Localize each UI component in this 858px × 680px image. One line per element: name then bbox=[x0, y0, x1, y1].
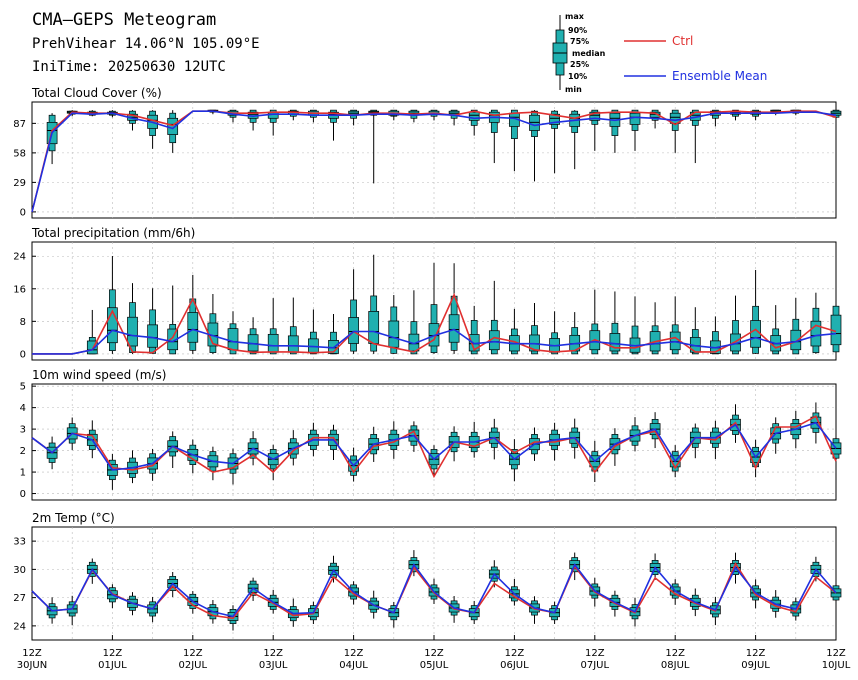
ensemble-mean-series-line bbox=[32, 328, 837, 355]
location-label: PrehVihear 14.06°N 105.09°E bbox=[32, 36, 260, 52]
x-tick-label-hour: 12Z bbox=[263, 648, 283, 659]
box-inner bbox=[127, 316, 138, 347]
box-inner bbox=[750, 320, 761, 348]
panel-title: Total precipitation (mm/6h) bbox=[31, 226, 195, 240]
box-inner bbox=[287, 335, 299, 353]
y-tick-label: 2 bbox=[20, 446, 26, 457]
legend-mean-label: Ensemble Mean bbox=[672, 69, 767, 83]
box-inner bbox=[549, 113, 560, 125]
x-tick-label-date: 01JUL bbox=[98, 660, 127, 671]
box-inner bbox=[629, 112, 641, 125]
legend-label-min: min bbox=[565, 85, 582, 94]
y-tick-label: 30 bbox=[13, 565, 26, 576]
y-tick-label: 27 bbox=[13, 593, 26, 604]
legend-label-p90: 90% bbox=[568, 26, 587, 35]
legend-ctrl-label: Ctrl bbox=[672, 34, 693, 48]
box-inner bbox=[86, 340, 98, 355]
x-tick-label-date: 08JUL bbox=[661, 660, 690, 671]
x-tick-label-hour: 12Z bbox=[183, 648, 203, 659]
ensemble-mean-series-line bbox=[31, 421, 837, 471]
x-tick-label-hour: 12Z bbox=[344, 648, 364, 659]
box-inner bbox=[529, 114, 540, 131]
ctrl-series-line bbox=[31, 110, 837, 213]
legend-label-p75: 75% bbox=[570, 37, 589, 46]
y-tick-label: 5 bbox=[20, 382, 26, 393]
x-tick-label-hour: 12Z bbox=[103, 648, 123, 659]
box-inner bbox=[227, 328, 239, 351]
x-tick-label-date: 07JUL bbox=[581, 660, 610, 671]
box-inner bbox=[589, 111, 601, 121]
y-tick-label: 0 bbox=[20, 207, 26, 218]
box-inner bbox=[267, 333, 279, 353]
legend-label-median: median bbox=[572, 49, 606, 58]
y-tick-label: 29 bbox=[13, 178, 26, 189]
y-tick-label: 3 bbox=[20, 425, 26, 436]
box-inner bbox=[187, 312, 199, 343]
x-tick-label-date: 06JUL bbox=[500, 660, 529, 671]
panel-title: Total Cloud Cover (%) bbox=[31, 86, 162, 100]
box-inner bbox=[810, 320, 822, 347]
box-inner bbox=[669, 112, 681, 124]
x-tick-label-date: 05JUL bbox=[420, 660, 449, 671]
x-tick-label-hour: 12Z bbox=[424, 648, 444, 659]
legend-label-max: max bbox=[565, 12, 585, 21]
panel-1: Total precipitation (mm/6h) 0 8 16 24 bbox=[13, 226, 842, 361]
box-inner bbox=[348, 317, 359, 344]
ctrl-series-line bbox=[32, 292, 837, 355]
x-tick-label-hour: 12Z bbox=[746, 648, 766, 659]
panel-2: 10m wind speed (m/s) 0 1 2 3 4 5 bbox=[20, 368, 842, 501]
x-tick-label-date: 03JUL bbox=[259, 660, 288, 671]
x-tick-label-hour: 12Z bbox=[826, 648, 846, 659]
panel-title: 2m Temp (°C) bbox=[32, 511, 115, 525]
y-tick-label: 0 bbox=[20, 489, 26, 500]
panel-0: Total Cloud Cover (%) 0 29 58 87 bbox=[13, 86, 842, 219]
x-tick-label-hour: 12Z bbox=[505, 648, 525, 659]
y-tick-label: 58 bbox=[13, 148, 26, 159]
box-inner bbox=[147, 324, 158, 348]
panel-title: 10m wind speed (m/s) bbox=[32, 368, 166, 382]
x-tick-label-date: 10JUL bbox=[822, 660, 851, 671]
legend-label-p25: 25% bbox=[570, 60, 589, 69]
panel-3: 2m Temp (°C) 24 27 30 33 bbox=[13, 511, 842, 641]
box-inner bbox=[468, 111, 480, 121]
x-tick-label-hour: 12Z bbox=[665, 648, 685, 659]
legend-label-p10: 10% bbox=[568, 72, 587, 81]
ensemble-mean-series-line bbox=[31, 563, 837, 618]
box-inner bbox=[609, 333, 621, 352]
x-tick-label-date: 30JUN bbox=[17, 660, 47, 671]
y-tick-label: 16 bbox=[13, 284, 26, 295]
y-tick-label: 4 bbox=[20, 403, 26, 414]
ensemble-mean-series-line bbox=[31, 110, 837, 213]
y-tick-label: 24 bbox=[13, 621, 26, 632]
box-inner bbox=[368, 311, 380, 344]
y-tick-label: 24 bbox=[13, 252, 26, 263]
x-tick-label-date: 09JUL bbox=[741, 660, 770, 671]
x-tick-label-date: 02JUL bbox=[179, 660, 208, 671]
y-tick-label: 1 bbox=[20, 468, 26, 479]
y-tick-label: 87 bbox=[13, 119, 26, 130]
box-inner bbox=[107, 307, 118, 344]
box-inner bbox=[649, 111, 661, 118]
x-tick-label-date: 04JUL bbox=[339, 660, 368, 671]
y-tick-label: 8 bbox=[20, 317, 26, 328]
box-inner bbox=[388, 320, 400, 348]
x-tick-label-hour: 12Z bbox=[22, 648, 42, 659]
y-tick-label: 0 bbox=[20, 349, 26, 360]
legend: max 90% 75% median 25% 10% min Ctrl Ense… bbox=[552, 12, 767, 94]
box-inner bbox=[448, 314, 460, 343]
init-time-label: IniTime: 20250630 12UTC bbox=[32, 59, 226, 75]
chart-title: CMA—GEPS Meteogram bbox=[32, 10, 216, 30]
x-tick-label-hour: 12Z bbox=[585, 648, 605, 659]
y-tick-label: 33 bbox=[13, 537, 26, 548]
